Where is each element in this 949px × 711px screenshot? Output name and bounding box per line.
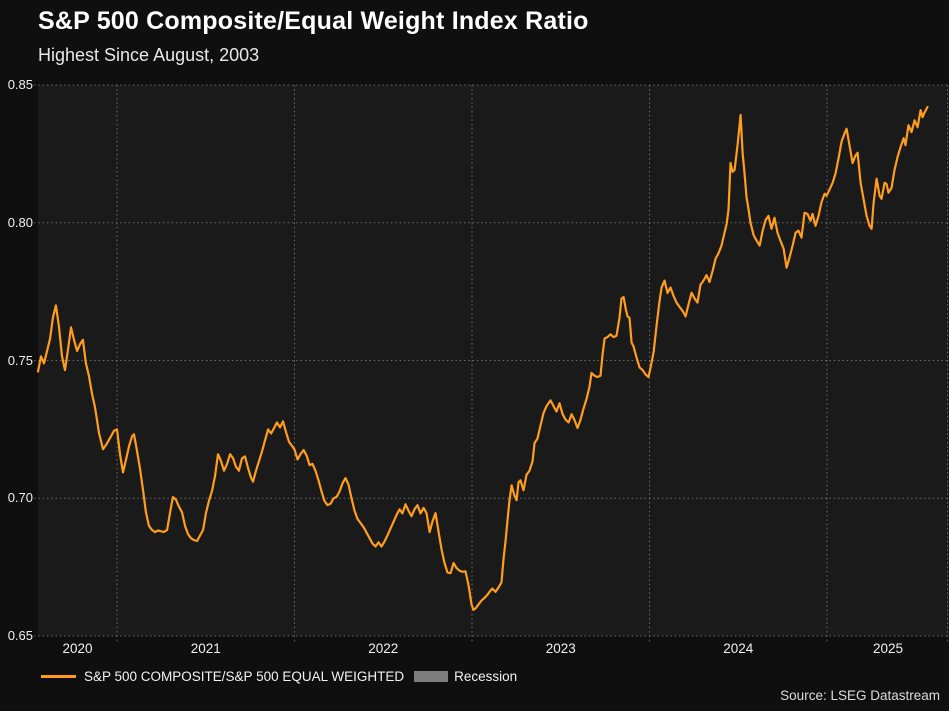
x-tick-label: 2020 bbox=[62, 641, 93, 656]
y-tick-label: 0.80 bbox=[7, 214, 33, 230]
series-label: S&P 500 COMPOSITE/S&P 500 EQUAL WEIGHTED bbox=[84, 668, 405, 684]
x-tick-label: 2022 bbox=[368, 641, 399, 656]
y-tick-label: 0.70 bbox=[7, 490, 33, 506]
chart-title: S&P 500 Composite/Equal Weight Index Rat… bbox=[38, 7, 589, 35]
series-line-swatch bbox=[41, 674, 76, 678]
x-tick-label: 2024 bbox=[723, 641, 754, 656]
legend: S&P 500 COMPOSITE/S&P 500 EQUAL WEIGHTED… bbox=[41, 667, 517, 685]
x-tick-label: 2023 bbox=[545, 641, 576, 656]
ratio-line-series bbox=[36, 105, 929, 611]
y-tick-label: 0.75 bbox=[7, 352, 33, 368]
source-credit: Source: LSEG Datastream bbox=[780, 688, 940, 703]
recession-swatch bbox=[414, 670, 449, 682]
chart-subtitle: Highest Since August, 2003 bbox=[38, 45, 260, 65]
y-tick-label: 0.65 bbox=[7, 628, 33, 643]
y-tick-label: 0.85 bbox=[7, 77, 33, 92]
x-tick-label: 2025 bbox=[872, 641, 904, 656]
x-tick-label: 2021 bbox=[190, 641, 221, 656]
recession-label: Recession bbox=[454, 668, 518, 684]
